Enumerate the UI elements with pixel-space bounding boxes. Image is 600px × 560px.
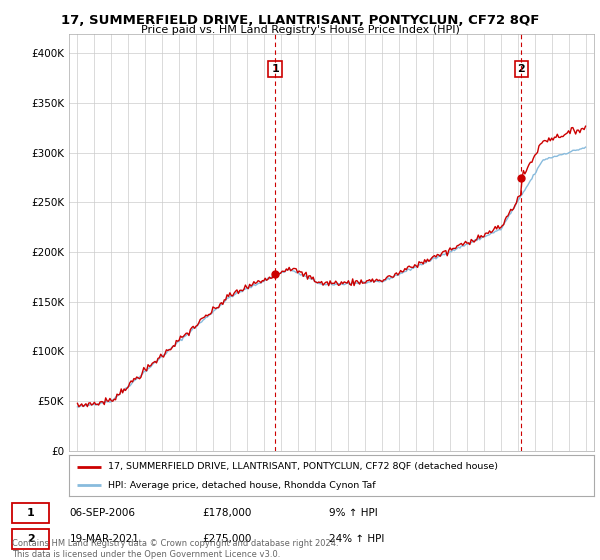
Text: HPI: Average price, detached house, Rhondda Cynon Taf: HPI: Average price, detached house, Rhon… xyxy=(109,480,376,489)
Text: £178,000: £178,000 xyxy=(202,508,251,518)
Text: 9% ↑ HPI: 9% ↑ HPI xyxy=(329,508,377,518)
Text: 1: 1 xyxy=(27,508,35,518)
Text: Price paid vs. HM Land Registry's House Price Index (HPI): Price paid vs. HM Land Registry's House … xyxy=(140,25,460,35)
Text: 1: 1 xyxy=(271,64,279,74)
FancyBboxPatch shape xyxy=(12,503,49,523)
Text: 17, SUMMERFIELD DRIVE, LLANTRISANT, PONTYCLUN, CF72 8QF (detached house): 17, SUMMERFIELD DRIVE, LLANTRISANT, PONT… xyxy=(109,462,499,471)
Text: 06-SEP-2006: 06-SEP-2006 xyxy=(70,508,136,518)
Text: 19-MAR-2021: 19-MAR-2021 xyxy=(70,534,139,544)
Text: 2: 2 xyxy=(27,534,35,544)
Text: £275,000: £275,000 xyxy=(202,534,251,544)
FancyBboxPatch shape xyxy=(12,529,49,549)
Text: 24% ↑ HPI: 24% ↑ HPI xyxy=(329,534,384,544)
Text: Contains HM Land Registry data © Crown copyright and database right 2024.
This d: Contains HM Land Registry data © Crown c… xyxy=(12,539,338,559)
Text: 17, SUMMERFIELD DRIVE, LLANTRISANT, PONTYCLUN, CF72 8QF: 17, SUMMERFIELD DRIVE, LLANTRISANT, PONT… xyxy=(61,14,539,27)
Text: 2: 2 xyxy=(517,64,525,74)
